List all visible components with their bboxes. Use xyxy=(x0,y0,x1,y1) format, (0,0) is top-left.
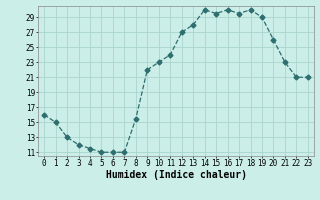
X-axis label: Humidex (Indice chaleur): Humidex (Indice chaleur) xyxy=(106,170,246,180)
